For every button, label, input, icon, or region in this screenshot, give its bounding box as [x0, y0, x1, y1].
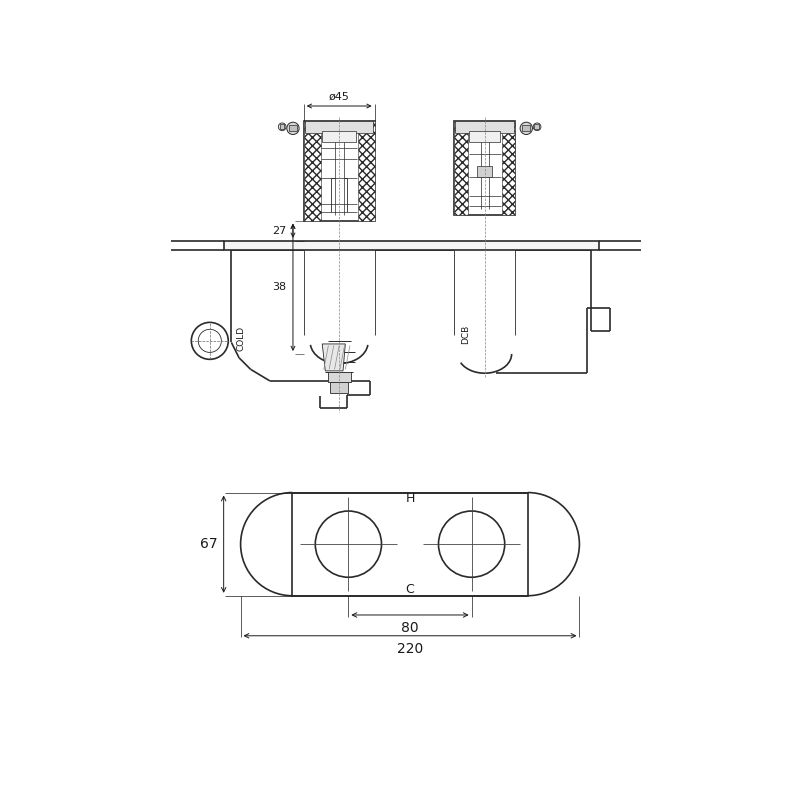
Text: H: H — [406, 492, 414, 505]
Circle shape — [191, 322, 228, 359]
Bar — [454, 121, 515, 215]
Text: 38: 38 — [273, 282, 287, 292]
Polygon shape — [322, 344, 346, 371]
Text: 27: 27 — [273, 226, 287, 236]
Circle shape — [278, 123, 286, 130]
Bar — [454, 121, 468, 215]
Bar — [292, 493, 528, 596]
Bar — [522, 126, 530, 131]
Text: ø45: ø45 — [329, 92, 350, 102]
Bar — [534, 125, 538, 129]
Bar — [358, 121, 374, 221]
Text: 67: 67 — [200, 537, 218, 551]
Bar — [322, 131, 356, 142]
Text: 80: 80 — [401, 621, 419, 635]
Circle shape — [520, 122, 533, 134]
Bar — [306, 121, 373, 133]
Circle shape — [287, 122, 299, 134]
Bar — [470, 131, 500, 142]
Bar — [330, 382, 349, 394]
Bar — [289, 126, 297, 131]
Circle shape — [533, 123, 541, 130]
Bar — [304, 121, 321, 221]
Bar — [224, 241, 598, 250]
Bar — [328, 372, 350, 382]
Bar — [280, 125, 285, 129]
Bar — [304, 121, 374, 221]
Text: COLD: COLD — [236, 326, 245, 351]
Bar — [502, 121, 515, 215]
Text: C: C — [406, 583, 414, 597]
Text: DCB: DCB — [461, 325, 470, 344]
Bar — [455, 121, 514, 133]
Text: 220: 220 — [397, 642, 423, 656]
Bar — [477, 166, 492, 177]
